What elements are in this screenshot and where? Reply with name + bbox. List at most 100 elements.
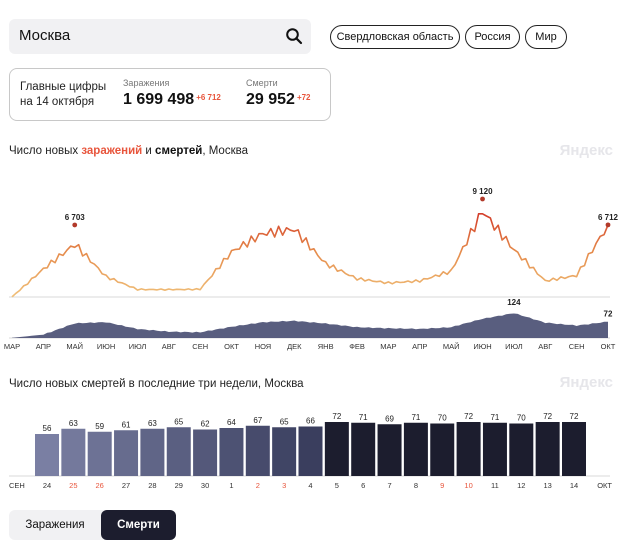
infections-value: 1 699 498 +6 712 [123, 91, 221, 108]
bar-value-label: 67 [253, 416, 262, 425]
bar-value-label: 62 [201, 420, 210, 429]
summary-title: Главные цифры на 14 октября [20, 81, 107, 108]
x-tick-label: ДЕК [287, 342, 302, 351]
bar-value-label: 59 [95, 422, 104, 431]
bar-value-label: 65 [280, 417, 289, 426]
deaths-bar [509, 423, 534, 476]
bar-value-label: 63 [148, 419, 157, 428]
bar-day-label: 6 [361, 481, 365, 490]
region-russia-button[interactable]: Россия [465, 25, 520, 49]
deaths-series-area [12, 313, 608, 338]
region-sverdlovsk-button[interactable]: Свердловская область [330, 25, 460, 49]
deaths-bar [272, 427, 297, 476]
bar-day-label: 5 [335, 481, 339, 490]
bar-value-label: 71 [490, 413, 499, 422]
bar-day-label: 27 [122, 481, 130, 490]
deaths-bar [562, 422, 586, 476]
deaths-bar [114, 430, 139, 476]
bar-day-label: 26 [96, 481, 104, 490]
bar-value-label: 63 [69, 419, 78, 428]
bar-value-label: 72 [332, 412, 341, 421]
summary-card: Главные цифры на 14 октября Заражения 1 … [9, 68, 331, 121]
deaths-bar [351, 422, 376, 476]
deaths-delta: +72 [296, 93, 311, 102]
peak-marker [72, 222, 78, 228]
deaths-bar [140, 428, 165, 476]
peak-label: 9 120 [473, 187, 494, 196]
bar-value-label: 65 [174, 417, 183, 426]
x-tick-label: ИЮН [97, 342, 115, 351]
deaths-bar [324, 422, 349, 476]
x-tick-label: МАР [4, 342, 20, 351]
x-tick-label: АВГ [162, 342, 176, 351]
deaths-bar [377, 424, 402, 476]
bar-value-label: 72 [464, 412, 473, 421]
deaths-bar [403, 422, 428, 476]
x-tick-label: ОКТ [601, 342, 616, 351]
tab-infections[interactable]: Заражения [25, 519, 85, 531]
deaths-bar [193, 429, 218, 476]
x-tick-label: НОЯ [255, 342, 272, 351]
deaths-bar [298, 426, 323, 476]
bar-day-label: 28 [148, 481, 156, 490]
x-tick-label: МАР [380, 342, 396, 351]
bar-value-label: 72 [543, 412, 552, 421]
bar-value-label: 66 [306, 417, 315, 426]
x-tick-label: АПР [412, 342, 427, 351]
deaths-bar-chart: 5624632559266127632865296230641672653664… [9, 412, 612, 490]
bar-day-label: 4 [308, 481, 312, 490]
x-tick-label: ФЕВ [349, 342, 365, 351]
bar-day-label: 2 [256, 481, 260, 490]
bar-day-label: 30 [201, 481, 209, 490]
bar-day-label: 14 [570, 481, 578, 490]
deaths-bar [456, 422, 481, 476]
bar-day-label: 11 [491, 481, 499, 490]
deaths-label: Смерти [246, 78, 278, 88]
search-icon[interactable] [285, 27, 303, 45]
x-tick-label: МАЙ [443, 342, 460, 351]
x-tick-label: ИЮЛ [505, 342, 523, 351]
bar-day-label: 10 [464, 481, 472, 490]
peak-marker [480, 196, 485, 202]
metric-tabs: Заражения Смерти [9, 510, 176, 540]
x-tick-label: СЕН [569, 342, 585, 351]
peak-label: 6 703 [65, 213, 86, 222]
bar-day-label: 24 [43, 481, 51, 490]
infections-label: Заражения [123, 78, 170, 88]
x-tick-label: АПР [36, 342, 51, 351]
bar-day-label: 29 [175, 481, 183, 490]
deaths-bar [482, 422, 507, 476]
bar-month-start-label: СЕН [9, 481, 25, 490]
deaths-bar [219, 428, 244, 476]
deaths-bar [535, 422, 560, 476]
main-chart: МАР АПР МАЙ ИЮН ИЮЛ АВГ СЕН ОКТ НОЯ ДЕК ЯНВ ФЕВ МАР А… [4, 187, 619, 351]
x-tick-label: СЕН [192, 342, 208, 351]
search-input[interactable]: Москва [19, 27, 71, 44]
bar-day-label: 25 [69, 481, 77, 490]
bar-day-label: 13 [543, 481, 551, 490]
bar-value-label: 56 [43, 424, 52, 433]
peak-label: 72 [604, 310, 613, 319]
x-tick-label: ИЮЛ [129, 342, 147, 351]
bar-chart-title: Число новых смертей в последние три неде… [9, 378, 304, 390]
infections-series-line [11, 213, 609, 298]
bar-day-label: 8 [414, 481, 418, 490]
bar-value-label: 69 [385, 414, 394, 423]
search-box[interactable]: Москва [9, 19, 311, 54]
deaths-bar [35, 434, 59, 476]
bar-value-label: 71 [411, 413, 420, 422]
infections-delta: +6 712 [196, 93, 221, 102]
bar-day-label: 7 [387, 481, 391, 490]
tab-deaths[interactable]: Смерти [101, 510, 176, 540]
bar-day-label: 9 [440, 481, 444, 490]
peak-marker [605, 222, 611, 228]
x-tick-label: АВГ [538, 342, 552, 351]
bar-month-end-label: ОКТ [597, 481, 612, 490]
yandex-logo: Яндекс [559, 142, 613, 159]
x-tick-label: ИЮН [473, 342, 491, 351]
deaths-bar [245, 425, 270, 476]
bar-day-label: 1 [229, 481, 233, 490]
region-world-button[interactable]: Мир [525, 25, 567, 49]
bar-value-label: 71 [359, 413, 368, 422]
deaths-bar [430, 423, 455, 476]
